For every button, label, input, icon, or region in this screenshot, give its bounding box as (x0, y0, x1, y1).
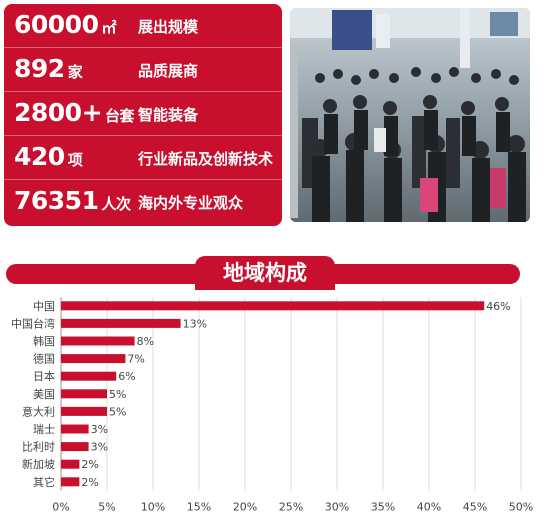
data-label: 13% (183, 317, 207, 330)
x-tick-label: 35% (371, 501, 395, 514)
data-label: 5% (109, 405, 126, 418)
bar-2 (61, 336, 135, 346)
x-tick-label: 30% (325, 501, 349, 514)
stat-value: 60000 ㎡ (14, 10, 116, 39)
bar-4 (61, 371, 117, 381)
bar-7 (61, 424, 89, 434)
stat-value: 420 项 (14, 142, 83, 171)
stat-row-new-products: 420 项 行业新品及创新技术 (4, 136, 282, 180)
stat-unit: ㎡ (101, 19, 116, 37)
data-label: 8% (137, 335, 154, 348)
stat-row-visitors: 76351 人次 海内外专业观众 (4, 180, 282, 223)
bar-1 (61, 318, 181, 328)
x-tick-label: 5% (98, 501, 115, 514)
category-label: 意大利 (22, 404, 55, 418)
bar-0 (61, 301, 485, 311)
category-label: 韩国 (33, 334, 55, 348)
data-label: 7% (127, 353, 144, 366)
data-label: 3% (91, 441, 108, 454)
stat-unit: 人次 (101, 195, 131, 213)
category-label: 其它 (33, 475, 55, 489)
x-tick-label: 10% (141, 501, 165, 514)
x-tick-label: 20% (233, 501, 257, 514)
bar-8 (61, 442, 89, 452)
x-tick-label: 40% (417, 501, 441, 514)
data-label: 2% (81, 458, 98, 471)
category-label: 美国 (33, 388, 55, 401)
bar-9 (61, 459, 80, 469)
exhibition-crowd-photo (290, 8, 530, 222)
category-label: 日本 (33, 369, 55, 383)
stat-row-exhibitors: 892 家 品质展商 (4, 48, 282, 92)
category-label: 德国 (33, 352, 55, 366)
bar-3 (61, 354, 126, 364)
stats-panel: 60000 ㎡ 展出规模 892 家 品质展商 2800+ 台套 智能装备 420 项 … (4, 4, 282, 226)
x-tick-label: 50% (509, 501, 533, 514)
stat-unit: 台套 (105, 107, 135, 125)
stat-description: 智能装备 (138, 106, 199, 124)
stat-description: 行业新品及创新技术 (138, 150, 274, 168)
stat-unit: 家 (67, 63, 83, 81)
stat-row-area: 60000 ㎡ 展出规模 (4, 4, 282, 48)
crowd-illustration (290, 8, 530, 222)
data-label: 2% (81, 476, 98, 489)
x-tick-label: 25% (279, 501, 303, 514)
stat-row-equipment: 2800+ 台套 智能装备 (4, 92, 282, 136)
chart-title: 地域构成 (195, 256, 335, 290)
category-label: 中国 (33, 300, 55, 313)
stat-value: 2800+ 台套 (14, 98, 135, 127)
region-bar-chart: 0% 5% 10% 15% 20% 25% 30% 35% 40% 45% 50% 中国 46% 中国台湾… (11, 297, 533, 514)
data-label: 5% (109, 388, 126, 401)
bar-5 (61, 389, 107, 399)
category-label: 新加坡 (22, 457, 55, 471)
category-label: 比利时 (22, 441, 55, 454)
x-tick-label: 45% (463, 501, 487, 514)
x-tick-label: 0% (52, 501, 69, 514)
bar-10 (61, 477, 80, 487)
stat-value: 892 家 (14, 54, 83, 83)
bar-6 (61, 406, 107, 416)
stat-unit: 项 (67, 151, 83, 169)
x-tick-label: 15% (187, 501, 211, 514)
data-label: 3% (91, 423, 108, 436)
stat-description: 海内外专业观众 (138, 194, 244, 212)
stat-description: 展出规模 (138, 18, 199, 36)
stat-description: 品质展商 (138, 62, 199, 80)
data-label: 6% (118, 370, 135, 383)
category-label: 瑞士 (33, 422, 55, 436)
data-label: 46% (486, 300, 510, 313)
category-label: 中国台湾 (11, 316, 55, 330)
stat-value: 76351 人次 (14, 186, 131, 215)
